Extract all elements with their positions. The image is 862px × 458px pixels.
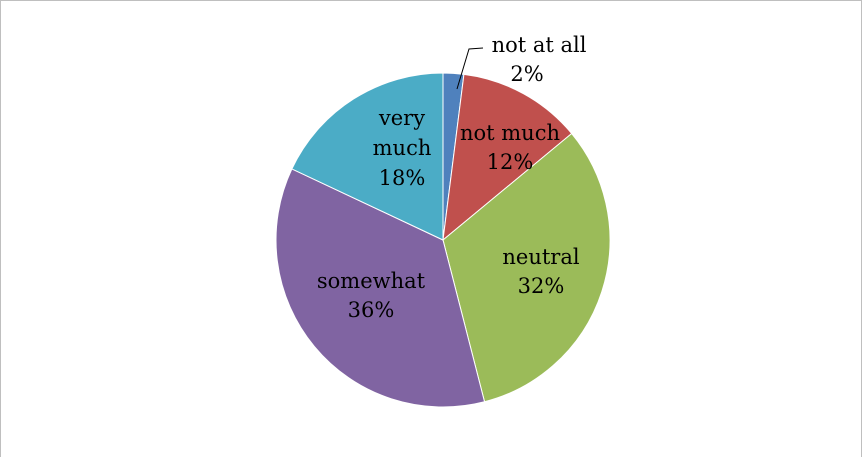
data-label-category-very-much-line2: much bbox=[373, 136, 432, 160]
leader-line-not-at-all bbox=[456, 47, 484, 90]
pie-slices bbox=[275, 72, 611, 408]
pie-slice-not-much bbox=[442, 73, 573, 242]
leader-lines bbox=[456, 47, 484, 90]
data-label-percent-not-much: 12% bbox=[487, 150, 534, 174]
data-label-category-very-much: very bbox=[378, 106, 425, 130]
data-label-category-somewhat: somewhat bbox=[317, 269, 426, 293]
data-label-percent-somewhat: 36% bbox=[348, 298, 395, 322]
pie-slice-somewhat bbox=[275, 168, 486, 408]
data-label-category-neutral: neutral bbox=[502, 245, 579, 269]
data-label-percent-not-at-all: 2% bbox=[510, 62, 543, 86]
pie-slice-very-much bbox=[291, 72, 444, 241]
pie-slice-neutral bbox=[442, 132, 611, 403]
data-label-percent-very-much: 18% bbox=[379, 166, 426, 190]
data-label-category-not-at-all: not at all bbox=[492, 33, 587, 57]
data-labels: not at all 2% not much 12% neutral 32% somewha… bbox=[317, 33, 587, 322]
data-label-category-not-much: not much bbox=[460, 121, 560, 145]
data-label-percent-neutral: 32% bbox=[518, 274, 565, 298]
